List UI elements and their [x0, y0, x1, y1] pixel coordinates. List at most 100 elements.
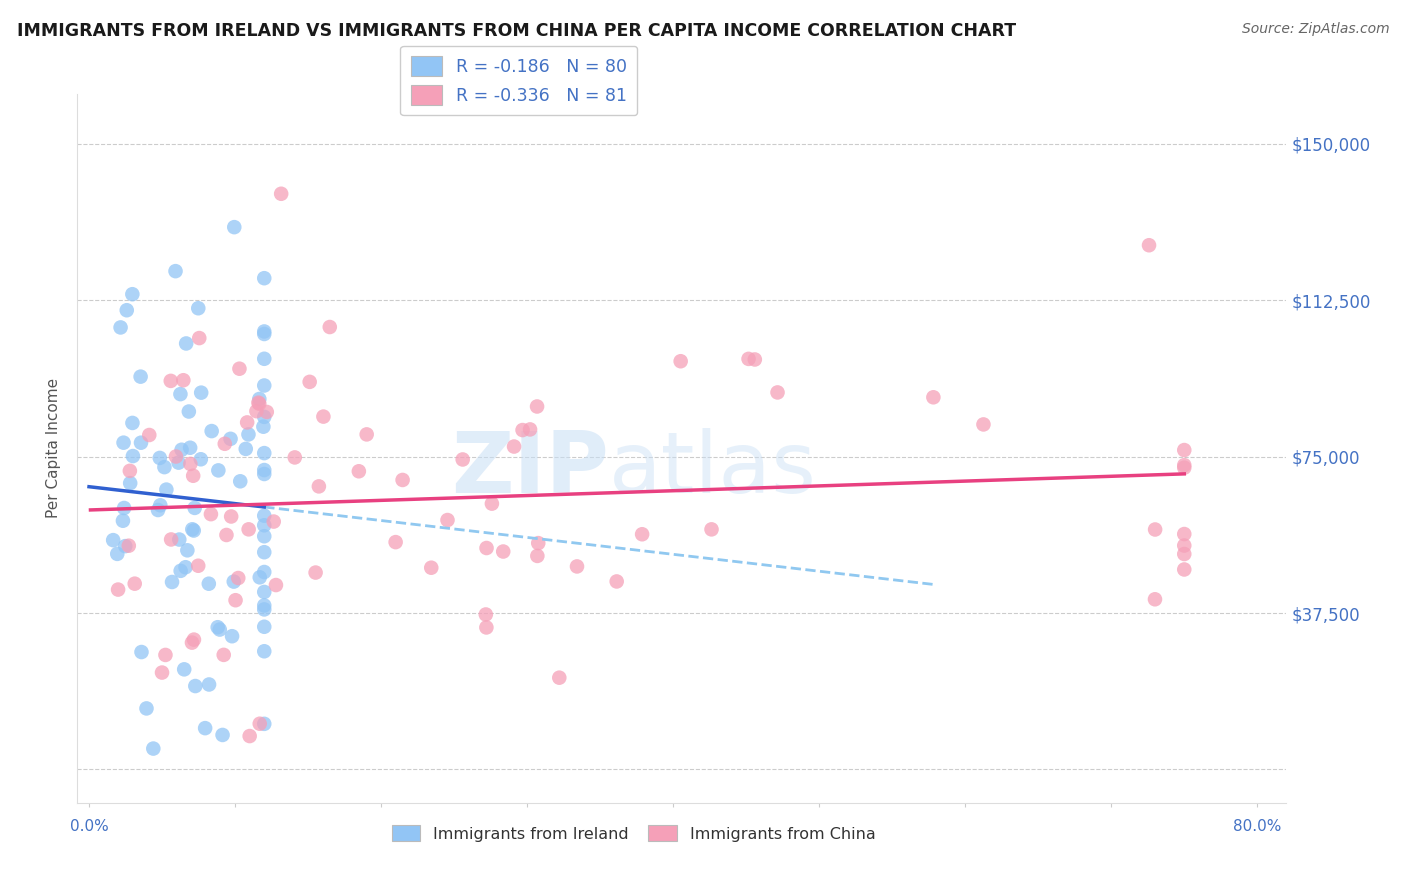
- Point: [263, 515, 285, 529]
- Text: atlas: atlas: [609, 428, 817, 511]
- Point: [221, 629, 243, 643]
- Point: [107, 582, 129, 597]
- Point: [298, 375, 321, 389]
- Point: [253, 565, 276, 579]
- Point: [527, 536, 550, 550]
- Point: [253, 351, 276, 366]
- Point: [214, 437, 236, 451]
- Point: [174, 560, 197, 574]
- Point: [229, 475, 252, 489]
- Point: [308, 479, 330, 493]
- Point: [347, 464, 370, 478]
- Point: [198, 576, 221, 591]
- Point: [219, 509, 242, 524]
- Point: [228, 361, 250, 376]
- Y-axis label: Per Capita Income: Per Capita Income: [46, 378, 62, 518]
- Point: [1173, 527, 1195, 541]
- Point: [207, 620, 229, 634]
- Point: [183, 500, 205, 515]
- Point: [120, 476, 142, 491]
- Point: [319, 320, 342, 334]
- Point: [492, 544, 515, 558]
- Point: [174, 336, 197, 351]
- Point: [183, 632, 205, 647]
- Point: [253, 463, 276, 477]
- Point: [481, 497, 503, 511]
- Point: [253, 585, 276, 599]
- Point: [253, 326, 276, 341]
- Point: [187, 558, 209, 573]
- Point: [253, 529, 276, 543]
- Point: [253, 446, 276, 460]
- Point: [159, 374, 181, 388]
- Point: [1173, 539, 1195, 553]
- Point: [1143, 592, 1166, 607]
- Point: [176, 543, 198, 558]
- Point: [200, 507, 222, 521]
- Point: [270, 186, 292, 201]
- Point: [179, 457, 201, 471]
- Point: [105, 547, 128, 561]
- Point: [226, 571, 249, 585]
- Point: [142, 741, 165, 756]
- Point: [253, 467, 276, 481]
- Point: [129, 435, 152, 450]
- Point: [236, 416, 259, 430]
- Point: [172, 373, 194, 387]
- Point: [150, 665, 173, 680]
- Point: [181, 635, 204, 649]
- Point: [169, 387, 191, 401]
- Point: [475, 620, 498, 634]
- Point: [194, 721, 217, 735]
- Point: [207, 463, 229, 477]
- Point: [420, 560, 443, 574]
- Point: [252, 419, 274, 434]
- Point: [238, 427, 260, 442]
- Point: [114, 539, 136, 553]
- Point: [436, 513, 458, 527]
- Point: [972, 417, 994, 432]
- Point: [744, 352, 766, 367]
- Point: [606, 574, 628, 589]
- Point: [1173, 458, 1195, 472]
- Point: [135, 701, 157, 715]
- Point: [190, 452, 212, 467]
- Point: [225, 593, 247, 607]
- Point: [111, 514, 134, 528]
- Point: [129, 369, 152, 384]
- Point: [253, 409, 276, 424]
- Point: [247, 397, 270, 411]
- Point: [181, 522, 204, 536]
- Point: [247, 392, 270, 406]
- Point: [512, 423, 534, 437]
- Point: [112, 435, 135, 450]
- Point: [224, 220, 246, 235]
- Point: [122, 449, 145, 463]
- Point: [669, 354, 692, 368]
- Text: 80.0%: 80.0%: [1233, 820, 1281, 835]
- Point: [211, 728, 233, 742]
- Point: [475, 607, 498, 622]
- Point: [235, 442, 257, 456]
- Point: [121, 416, 143, 430]
- Point: [264, 578, 287, 592]
- Point: [138, 428, 160, 442]
- Point: [247, 395, 270, 409]
- Legend: Immigrants from Ireland, Immigrants from China: Immigrants from Ireland, Immigrants from…: [385, 819, 882, 848]
- Point: [112, 500, 135, 515]
- Point: [548, 671, 571, 685]
- Point: [922, 390, 945, 404]
- Point: [503, 440, 526, 454]
- Point: [737, 351, 759, 366]
- Point: [165, 264, 187, 278]
- Point: [253, 644, 276, 658]
- Point: [253, 518, 276, 533]
- Point: [115, 303, 138, 318]
- Text: IMMIGRANTS FROM IRELAND VS IMMIGRANTS FROM CHINA PER CAPITA INCOME CORRELATION C: IMMIGRANTS FROM IRELAND VS IMMIGRANTS FR…: [17, 22, 1017, 40]
- Point: [222, 574, 245, 589]
- Point: [118, 539, 141, 553]
- Point: [239, 729, 262, 743]
- Point: [160, 574, 183, 589]
- Point: [384, 535, 406, 549]
- Point: [391, 473, 413, 487]
